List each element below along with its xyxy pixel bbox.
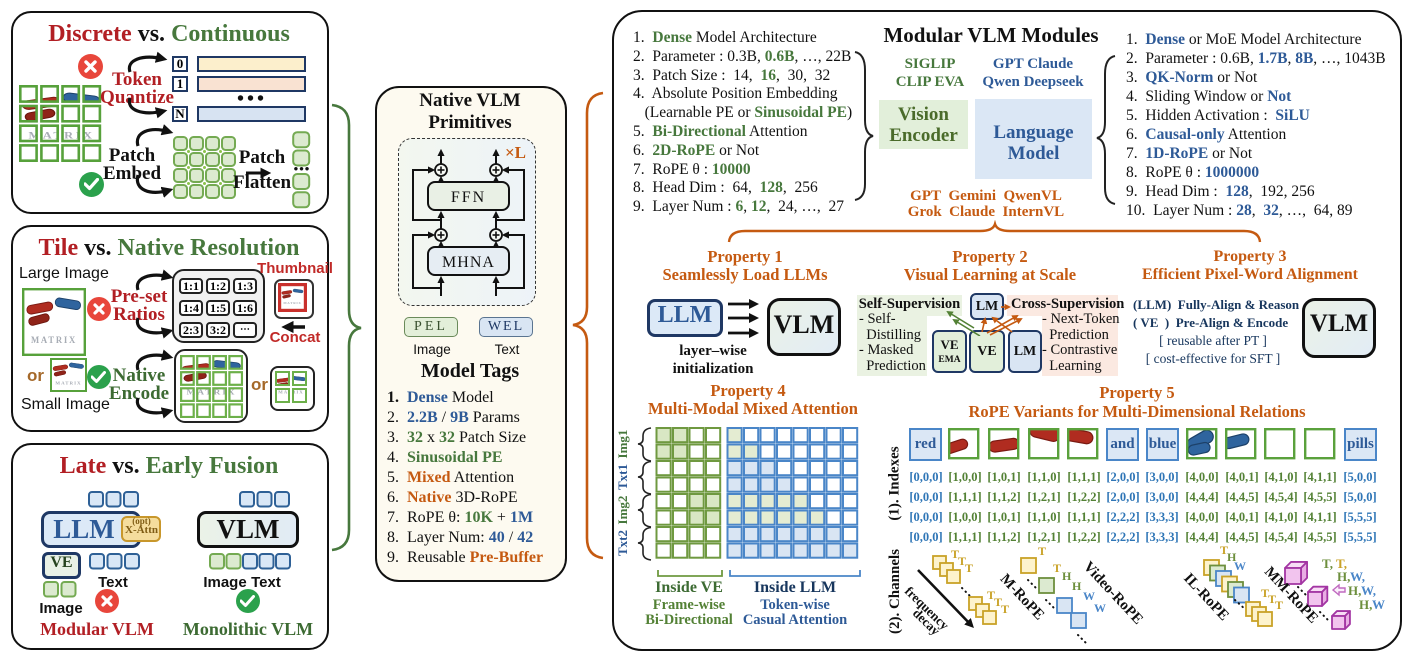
svg-text:T: T <box>994 595 1002 609</box>
svg-text:T,: T, <box>1322 556 1333 571</box>
svg-text:T: T <box>951 547 959 561</box>
svg-text:W: W <box>1083 589 1095 603</box>
svg-text:T: T <box>1268 592 1276 606</box>
svg-text:H,: H, <box>1337 569 1350 584</box>
svg-text:T: T <box>987 588 995 602</box>
svg-text:H,: H, <box>1348 583 1361 598</box>
svg-text:H,: H, <box>1359 597 1372 612</box>
svg-text:T: T <box>965 561 973 575</box>
svg-text:H: H <box>1227 550 1237 564</box>
svg-text:T,: T, <box>1336 556 1347 571</box>
svg-text:MHNA: MHNA <box>442 254 495 271</box>
svg-text:T: T <box>1038 544 1046 558</box>
svg-text:W: W <box>1372 597 1385 612</box>
svg-text:H: H <box>1062 569 1072 583</box>
svg-text:T: T <box>1220 543 1228 557</box>
svg-text:FFN: FFN <box>451 189 486 206</box>
svg-text:T: T <box>1001 602 1009 616</box>
svg-text:T: T <box>958 554 966 568</box>
svg-text:W,: W, <box>1350 569 1365 584</box>
svg-text:T: T <box>1275 598 1283 612</box>
svg-text:H: H <box>1072 579 1082 593</box>
svg-text:W,: W, <box>1361 583 1376 598</box>
svg-text:T: T <box>1261 586 1269 600</box>
svg-text:W: W <box>1234 559 1246 573</box>
svg-text:W: W <box>1094 601 1106 615</box>
svg-text:T: T <box>1053 561 1061 575</box>
